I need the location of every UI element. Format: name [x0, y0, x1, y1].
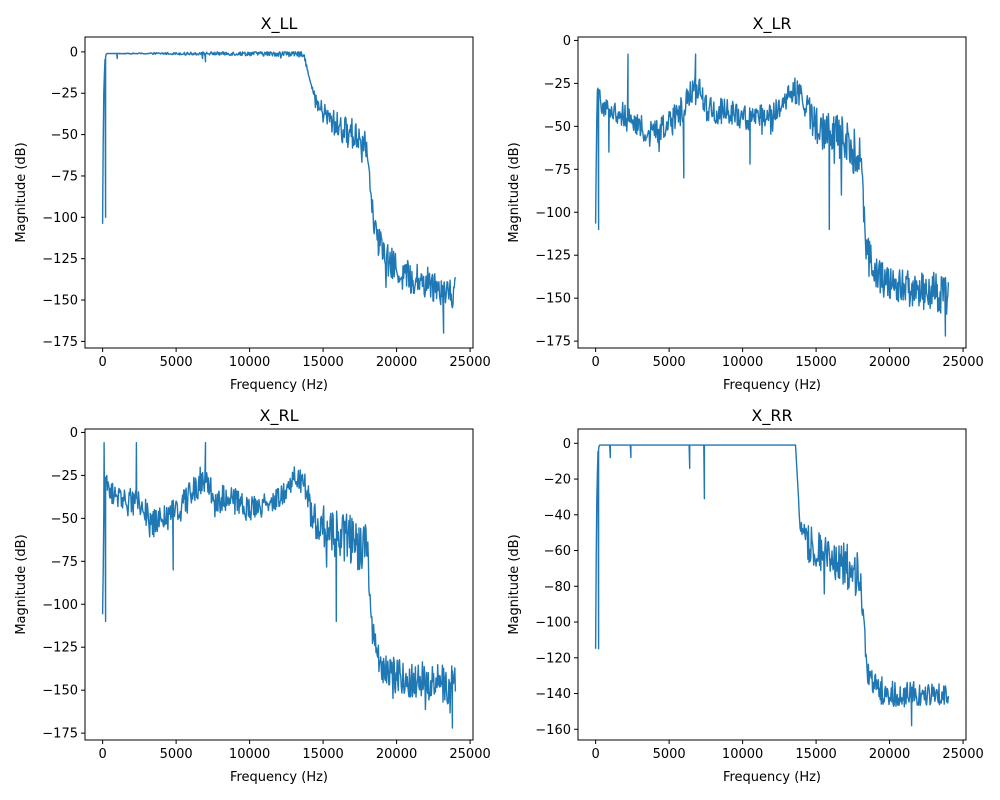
- x-tick-label: 15000: [795, 355, 836, 370]
- x-tick-label: 5000: [160, 747, 193, 762]
- chart-title: X_LL: [261, 14, 298, 34]
- y-tick-label: −50: [544, 120, 571, 135]
- y-tick-label: −140: [535, 687, 571, 702]
- y-tick-label: −125: [535, 249, 571, 264]
- x-tick-label: 10000: [229, 355, 270, 370]
- y-tick-label: 0: [70, 426, 78, 441]
- axes-frame: [577, 428, 967, 741]
- y-tick-label: −75: [51, 169, 78, 184]
- y-tick-label: −75: [51, 555, 78, 570]
- y-tick-label: −175: [42, 335, 78, 350]
- chart-title: X_LR: [753, 14, 792, 34]
- x-tick-label: 20000: [869, 355, 910, 370]
- y-axis-label: Magnitude (dB): [14, 534, 29, 634]
- y-tick-label: −175: [42, 727, 78, 742]
- panel-x-lr: 0 5000 10000 15000 20000 25000 0 −25 −50 −75 −100 −…: [507, 14, 984, 393]
- y-axis-label: Magnitude (dB): [14, 142, 29, 242]
- y-tick-label: −25: [544, 77, 571, 92]
- x-tick-label: 0: [591, 355, 599, 370]
- x-axis-label: Frequency (Hz): [723, 378, 821, 393]
- y-tick-label: −150: [535, 292, 571, 307]
- x-tick-label: 20000: [869, 747, 910, 762]
- y-tick-label: −125: [42, 641, 78, 656]
- y-tick-label: −175: [535, 335, 571, 350]
- panel-x-rr: 0 5000 10000 15000 20000 25000 0 −20 −40 −60 −80 −1…: [507, 406, 984, 785]
- x-tick-label: 0: [591, 747, 599, 762]
- y-tick-label: −150: [42, 684, 78, 699]
- x-tick-label: 20000: [376, 355, 417, 370]
- panel-x-ll: 0 5000 10000 15000 20000 25000 0 −25 −50 −75 −100 −…: [14, 14, 491, 393]
- y-axis-label: Magnitude (dB): [507, 142, 522, 242]
- y-tick-label: −160: [535, 723, 571, 738]
- axes-frame: [84, 428, 474, 741]
- chart-title: X_RL: [260, 406, 299, 426]
- x-tick-label: 5000: [653, 355, 686, 370]
- x-tick-label: 15000: [795, 747, 836, 762]
- y-tick-label: −150: [42, 294, 78, 309]
- x-tick-label: 0: [98, 355, 106, 370]
- y-axis-label: Magnitude (dB): [507, 534, 522, 634]
- axes-frame: [84, 36, 474, 349]
- y-tick-label: 0: [563, 437, 571, 452]
- x-tick-label: 10000: [229, 747, 270, 762]
- y-tick-label: −100: [535, 206, 571, 221]
- y-tick-label: −120: [535, 651, 571, 666]
- x-tick-label: 25000: [942, 747, 983, 762]
- y-tick-label: −20: [544, 473, 571, 488]
- x-tick-label: 5000: [653, 747, 686, 762]
- y-tick-label: −60: [544, 544, 571, 559]
- y-tick-label: −25: [51, 87, 78, 102]
- x-axis-label: Frequency (Hz): [230, 378, 328, 393]
- x-axis-label: Frequency (Hz): [723, 770, 821, 785]
- chart-title: X_RR: [751, 406, 792, 426]
- x-tick-label: 5000: [160, 355, 193, 370]
- x-tick-label: 15000: [302, 355, 343, 370]
- y-tick-label: −100: [42, 211, 78, 226]
- x-tick-label: 10000: [722, 355, 763, 370]
- y-tick-label: −80: [544, 580, 571, 595]
- y-tick-label: −100: [535, 616, 571, 631]
- y-tick-label: −50: [51, 512, 78, 527]
- y-tick-label: −75: [544, 163, 571, 178]
- y-tick-label: −100: [42, 598, 78, 613]
- y-tick-label: −40: [544, 508, 571, 523]
- axes-frame: [577, 36, 967, 349]
- y-tick-label: −50: [51, 128, 78, 143]
- y-tick-label: 0: [563, 34, 571, 49]
- series-line-x-ll: [101, 51, 457, 334]
- series-line-x-rl: [101, 442, 457, 729]
- x-tick-label: 25000: [449, 355, 490, 370]
- x-tick-label: 0: [98, 747, 106, 762]
- x-tick-label: 20000: [376, 747, 417, 762]
- x-axis-label: Frequency (Hz): [230, 770, 328, 785]
- series-line-x-lr: [594, 53, 950, 337]
- panel-x-rl: 0 5000 10000 15000 20000 25000 0 −25 −50 −75 −100 −…: [14, 406, 491, 785]
- y-tick-label: 0: [70, 45, 78, 60]
- x-tick-label: 25000: [942, 355, 983, 370]
- x-tick-label: 10000: [722, 747, 763, 762]
- x-tick-label: 25000: [449, 747, 490, 762]
- y-tick-label: −25: [51, 469, 78, 484]
- y-tick-label: −125: [42, 252, 78, 267]
- series-line-x-rr: [594, 444, 950, 727]
- x-tick-label: 15000: [302, 747, 343, 762]
